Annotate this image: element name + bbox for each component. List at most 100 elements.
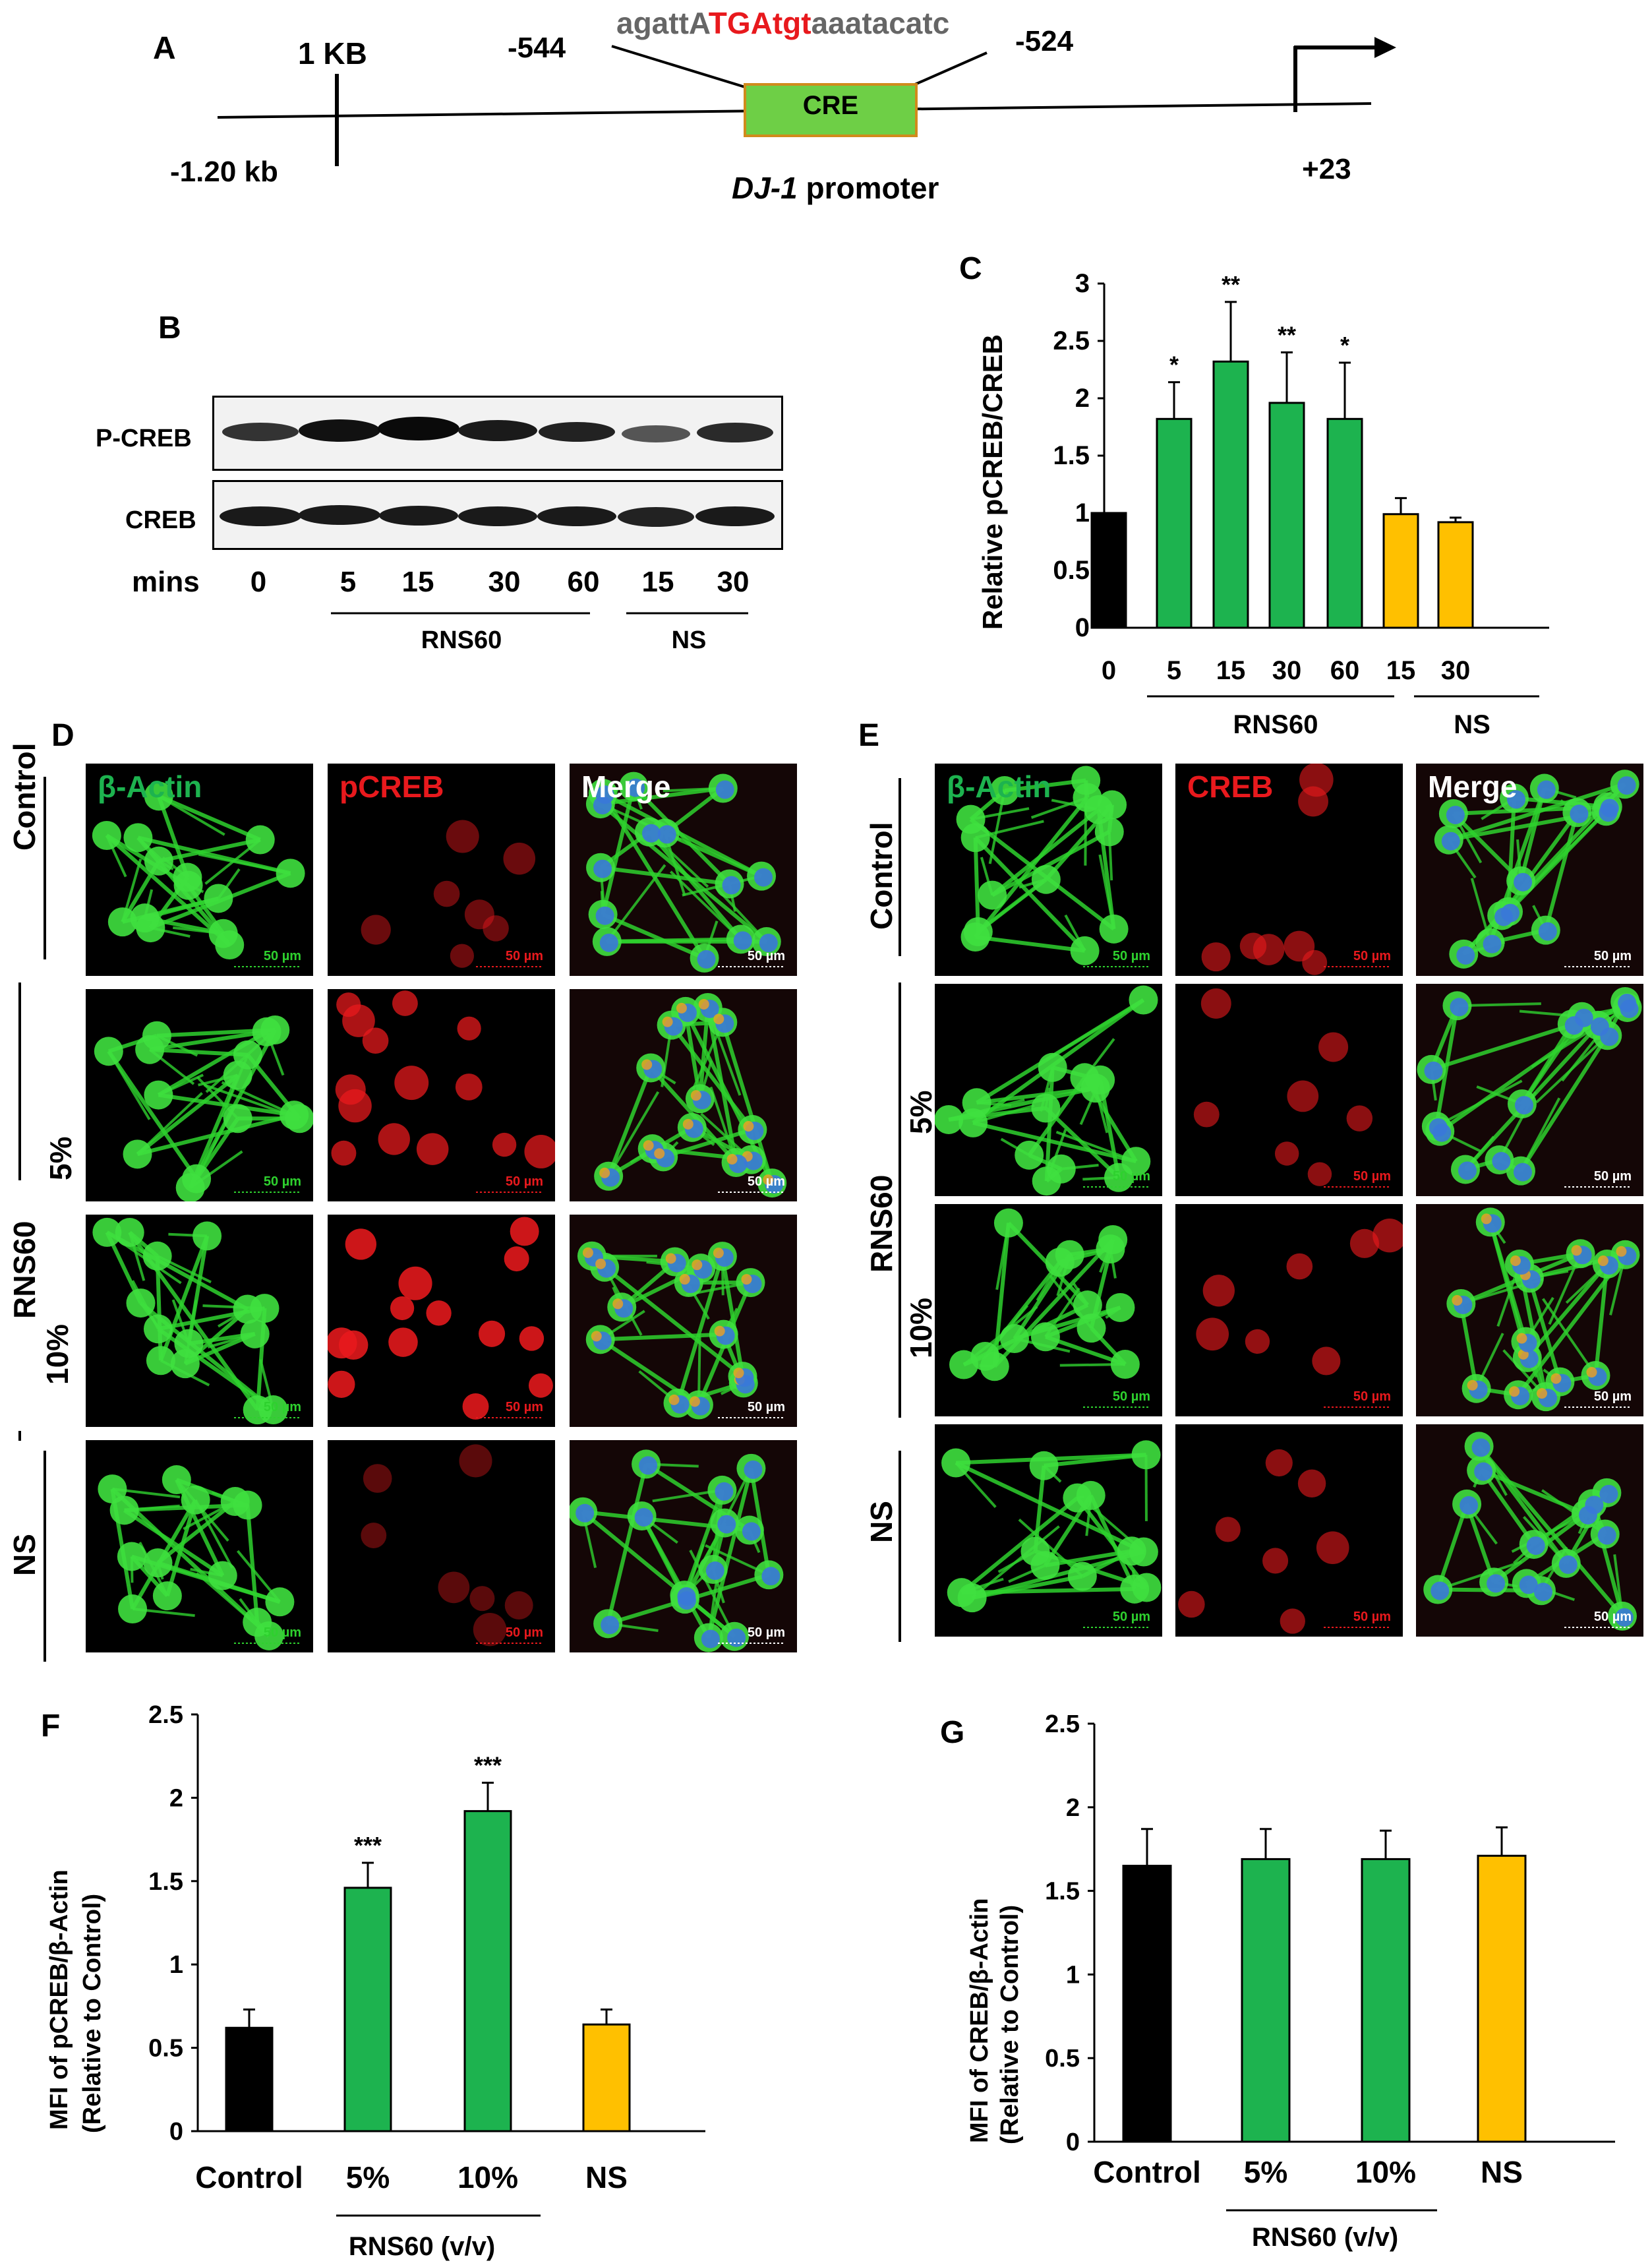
actin-process — [1520, 1023, 1574, 1105]
colocalization-spot — [1550, 1373, 1562, 1384]
micrograph-tile: 50 µm — [86, 1215, 313, 1427]
nucleus — [1507, 790, 1526, 809]
actin-process — [973, 837, 980, 932]
actin-process — [1593, 1263, 1609, 1376]
significance-label: *** — [474, 1752, 502, 1779]
colocalization-spot — [599, 1167, 610, 1178]
stained-cell — [1178, 1590, 1205, 1618]
cell-body — [265, 1587, 295, 1617]
bar — [1122, 1865, 1172, 2143]
category-label: Control — [195, 2160, 303, 2194]
scale-bar-label: 50 µm — [748, 949, 785, 963]
nucleus — [601, 1616, 620, 1635]
cell-body — [143, 1314, 173, 1344]
actin-process — [156, 1499, 237, 1565]
cell-body — [960, 823, 990, 853]
group-label-rns60: RNS60 — [421, 626, 502, 654]
y-tick-label: 1 — [1075, 499, 1090, 528]
cell-body — [1031, 1093, 1061, 1123]
bar — [1212, 360, 1249, 629]
y-tick-label: 0 — [169, 2118, 183, 2146]
cell-body — [1129, 985, 1158, 1015]
actin-process — [1525, 1263, 1609, 1359]
stained-cell — [362, 1027, 389, 1054]
actin-process — [1519, 787, 1547, 882]
micrograph-image: 50 µm — [86, 764, 313, 976]
channel-header: β-Actin — [947, 770, 1051, 804]
nucleus — [1617, 776, 1636, 795]
stained-cell — [446, 820, 479, 853]
stained-cell — [524, 1135, 555, 1168]
micrograph-tile: 50 µm — [935, 1204, 1162, 1416]
micrograph-tile: 50 µm CREB — [1175, 764, 1403, 976]
stained-cell — [510, 1217, 539, 1246]
colocalization-spot — [1571, 1245, 1582, 1256]
stained-cell — [450, 944, 474, 968]
stained-cell — [361, 1523, 387, 1548]
y-axis-title: (Relative to Control) — [996, 1905, 1024, 2144]
scale-label: 1 KB — [298, 36, 367, 71]
cell-body — [993, 1208, 1023, 1238]
actin-process — [606, 1463, 648, 1625]
stained-cell — [433, 880, 460, 907]
micrograph-tile: 50 µm β-Actin — [86, 764, 313, 976]
stained-cell — [473, 1612, 507, 1647]
actin-process — [603, 1265, 744, 1378]
panel-b-letter: B — [158, 311, 181, 346]
cell-body — [126, 1288, 156, 1318]
colocalization-spot — [682, 1118, 693, 1130]
actin-process — [1533, 810, 1607, 884]
actin-process — [1436, 1503, 1469, 1590]
stained-cell — [1280, 1608, 1305, 1634]
y-tick-label: 1.5 — [148, 1868, 183, 1896]
cell-body — [1084, 795, 1113, 824]
actin-process — [602, 912, 705, 960]
nucleus — [701, 1629, 720, 1648]
bar — [582, 2023, 631, 2132]
stained-cell — [528, 1373, 553, 1398]
micrograph-image: 50 µm — [570, 764, 797, 976]
panel-e-micrograph-grid: 50 µm β-Actin 50 µm CREB 50 µm Merge 50 µm 50 µ… — [935, 764, 1644, 1646]
nucleus — [639, 1456, 658, 1475]
chart-c: 00.511.522.530*5**15**30*60 15 30Relative … — [977, 269, 1549, 739]
actin-process — [1437, 1560, 1522, 1591]
micrograph-image: 50 µm — [328, 764, 555, 976]
panel-e-row-brackets — [899, 778, 901, 1642]
actin-process — [960, 1496, 1079, 1594]
cell-body — [999, 1324, 1029, 1354]
actin-process — [158, 794, 261, 842]
micrograph-tile: 50 µm — [935, 1424, 1162, 1637]
blot-row-label-pcreb: P-CREB — [96, 425, 192, 452]
cell-body — [245, 825, 275, 855]
y-tick-label: 2.5 — [1053, 326, 1090, 355]
actin-process — [187, 1235, 210, 1345]
cell-body — [1029, 1451, 1059, 1480]
nucleus — [1424, 1061, 1443, 1080]
stained-cell — [1245, 1329, 1270, 1354]
band — [458, 506, 537, 526]
bar — [463, 1810, 512, 2132]
bar — [1156, 417, 1193, 629]
cell-body — [276, 859, 305, 888]
stained-cell — [1312, 1346, 1341, 1375]
actin-process — [600, 865, 730, 886]
nucleus — [1533, 1583, 1552, 1602]
cell-body — [1129, 1537, 1158, 1567]
actin-process — [123, 1508, 224, 1577]
micrograph-tile: 50 µm — [328, 1440, 555, 1652]
bar — [343, 1887, 392, 2132]
actin-process — [158, 837, 261, 863]
stained-cell — [1196, 1317, 1229, 1351]
nucleus — [1456, 946, 1475, 965]
panel-f-letter: F — [41, 1708, 61, 1743]
cell-body — [152, 1581, 182, 1611]
lane-label: 0 — [250, 566, 267, 598]
colocalization-spot — [1586, 1366, 1597, 1377]
scale-bar-label: 50 µm — [1113, 1610, 1150, 1624]
stained-cell — [457, 1016, 481, 1041]
nucleus — [744, 1460, 763, 1479]
stained-cell — [1202, 1275, 1235, 1307]
micrograph-image: 50 µm — [1175, 1424, 1403, 1637]
right-end-label: +23 — [1302, 153, 1351, 185]
colocalization-spot — [676, 1002, 687, 1013]
